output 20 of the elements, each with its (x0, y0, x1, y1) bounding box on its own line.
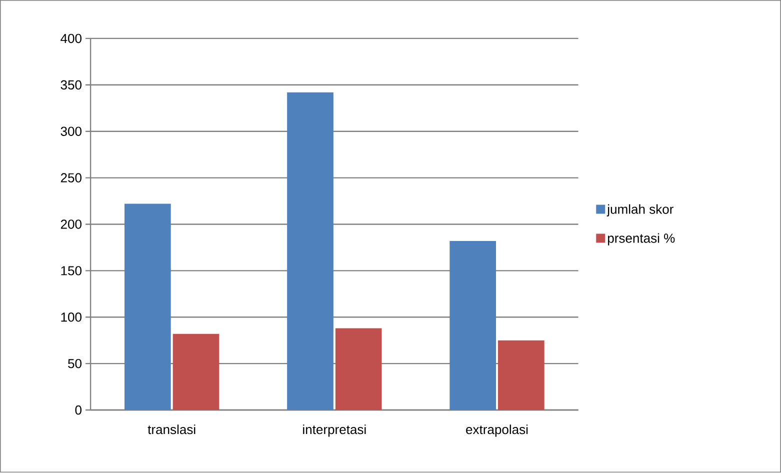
y-tick-label: 50 (68, 359, 82, 368)
y-tick-label: 150 (61, 266, 82, 276)
bar (172, 334, 220, 410)
bar (287, 92, 334, 410)
y-tick-label: 350 (60, 80, 82, 90)
y-tick-label: 200 (60, 220, 82, 230)
bar (450, 241, 496, 410)
y-tick-label: 100 (61, 312, 82, 322)
x-tick-label: interpretasi (303, 424, 366, 437)
legend-label: prsentasi % (608, 233, 675, 246)
x-tick-label: extrapolasi (466, 424, 528, 437)
bar (124, 204, 171, 410)
bar (498, 340, 544, 410)
legend-label: jumlah skor (606, 204, 674, 217)
y-tick-label: 250 (60, 173, 82, 183)
x-tick-label: translasi (148, 424, 196, 434)
y-tick-label: 400 (60, 34, 82, 44)
y-tick-label: 300 (60, 126, 82, 136)
bar (335, 328, 382, 410)
y-tick-label: 0 (75, 406, 82, 415)
